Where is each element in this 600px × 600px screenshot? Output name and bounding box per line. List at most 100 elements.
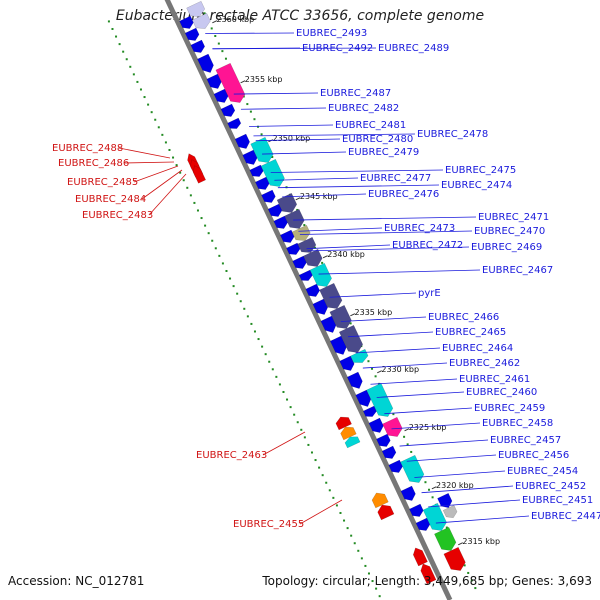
gene-arrow bbox=[415, 517, 431, 531]
gene-label: EUBREC_2488 bbox=[52, 143, 123, 154]
gene-arrow bbox=[249, 164, 264, 177]
gene-arrow bbox=[298, 269, 313, 281]
gene-arrow bbox=[255, 176, 270, 190]
gc-dot bbox=[253, 118, 256, 121]
gc-dot bbox=[278, 383, 281, 386]
gc-dot bbox=[172, 156, 175, 159]
gene-label: EUBREC_2487 bbox=[320, 88, 391, 99]
gene-arrow bbox=[292, 255, 307, 269]
gc-dot bbox=[335, 504, 338, 507]
gc-dot bbox=[392, 413, 395, 416]
gene-arrow bbox=[184, 27, 200, 41]
gene-arrow bbox=[400, 485, 416, 501]
gc-dot bbox=[314, 246, 317, 249]
leader-line bbox=[133, 165, 179, 183]
gene-label: EUBREC_2462 bbox=[449, 358, 520, 369]
gene-arrow bbox=[286, 242, 301, 255]
leader-line bbox=[148, 173, 187, 216]
gc-dot bbox=[424, 481, 427, 484]
gc-dot bbox=[428, 488, 431, 491]
gc-dot bbox=[179, 171, 182, 174]
gene-label: EUBREC_2473 bbox=[384, 223, 455, 234]
tick-mark bbox=[404, 428, 410, 432]
gc-dot bbox=[253, 330, 256, 333]
tick-mark bbox=[212, 20, 218, 24]
gene-label: EUBREC_2471 bbox=[478, 212, 549, 223]
gc-dot bbox=[339, 511, 342, 514]
gene-arrow bbox=[420, 563, 437, 585]
gc-dot bbox=[125, 58, 128, 61]
gc-dot bbox=[307, 443, 310, 446]
gene-arrow bbox=[276, 192, 298, 213]
gc-dot bbox=[164, 141, 167, 144]
gc-dot bbox=[406, 443, 409, 446]
gc-dot bbox=[203, 12, 206, 15]
gc-dot bbox=[210, 27, 213, 30]
gc-dot bbox=[189, 194, 192, 197]
leader-line bbox=[262, 431, 306, 456]
leader-line bbox=[124, 161, 175, 164]
gene-arrow bbox=[443, 546, 466, 571]
gc-dot bbox=[431, 496, 434, 499]
gene-arrow bbox=[412, 547, 428, 567]
gc-dot bbox=[260, 133, 263, 136]
leader-line bbox=[391, 422, 481, 430]
gene-label: EUBREC_2458 bbox=[482, 418, 553, 429]
gc-dot bbox=[217, 42, 220, 45]
gc-dot bbox=[257, 338, 260, 341]
gc-dot bbox=[122, 50, 125, 53]
leader-line bbox=[348, 331, 434, 338]
gene-arrow bbox=[368, 417, 384, 433]
gc-dot bbox=[293, 413, 296, 416]
gene-arrow bbox=[284, 208, 305, 229]
gene-arrow bbox=[377, 504, 395, 521]
gc-dot bbox=[264, 353, 267, 356]
gene-arrow bbox=[400, 454, 425, 483]
gc-dot bbox=[143, 96, 146, 99]
gene-label: EUBREC_2461 bbox=[459, 374, 530, 385]
gene-label: EUBREC_2475 bbox=[445, 165, 516, 176]
gene-arrow bbox=[434, 526, 457, 551]
leader-line bbox=[299, 499, 343, 525]
leader-line bbox=[262, 151, 347, 155]
leader-line bbox=[274, 177, 359, 181]
gene-label: EUBREC_2482 bbox=[328, 103, 399, 114]
gene-label: EUBREC_2474 bbox=[441, 180, 512, 191]
gene-label: EUBREC_2465 bbox=[435, 327, 506, 338]
leader-line bbox=[293, 216, 477, 221]
tick-label: 2360 kbp bbox=[217, 15, 255, 24]
leader-line bbox=[435, 515, 530, 524]
gene-arrow bbox=[197, 53, 214, 73]
gene-label: EUBREC_2478 bbox=[417, 129, 488, 140]
leader-line bbox=[298, 227, 383, 232]
gc-dot bbox=[200, 217, 203, 220]
gene-label: EUBREC_2451 bbox=[522, 495, 593, 506]
gene-label: EUBREC_2493 bbox=[296, 28, 367, 39]
tick-label: 2330 kbp bbox=[381, 365, 419, 374]
gc-dot bbox=[168, 148, 171, 151]
gc-dot bbox=[271, 156, 274, 159]
gene-label: EUBREC_2484 bbox=[75, 194, 146, 205]
leader-line bbox=[212, 47, 377, 50]
leader-line bbox=[306, 244, 391, 250]
gene-label: EUBREC_2456 bbox=[498, 450, 569, 461]
gc-dot bbox=[343, 519, 346, 522]
gc-dot bbox=[286, 398, 289, 401]
gc-dot bbox=[182, 179, 185, 182]
leader-line bbox=[340, 316, 427, 322]
tick-label: 2340 kbp bbox=[327, 250, 365, 259]
gc-dot bbox=[349, 322, 352, 325]
leader-line bbox=[299, 230, 473, 235]
gene-label: EUBREC_2455 bbox=[233, 519, 304, 530]
gc-dot bbox=[357, 549, 360, 552]
reverse-gene-labels: EUBREC_2488 EUBREC_2486 EUBREC_2485 EUBREC_… bbox=[52, 143, 343, 530]
gc-dot bbox=[321, 261, 324, 264]
gene-arrow bbox=[442, 504, 458, 519]
gc-dot bbox=[229, 277, 232, 280]
gene-arrow bbox=[381, 445, 397, 459]
gc-dot bbox=[257, 125, 260, 128]
gene-arrow bbox=[191, 12, 211, 29]
tick-label: 2320 kbp bbox=[436, 481, 474, 490]
gene-label: EUBREC_2476 bbox=[368, 189, 439, 200]
